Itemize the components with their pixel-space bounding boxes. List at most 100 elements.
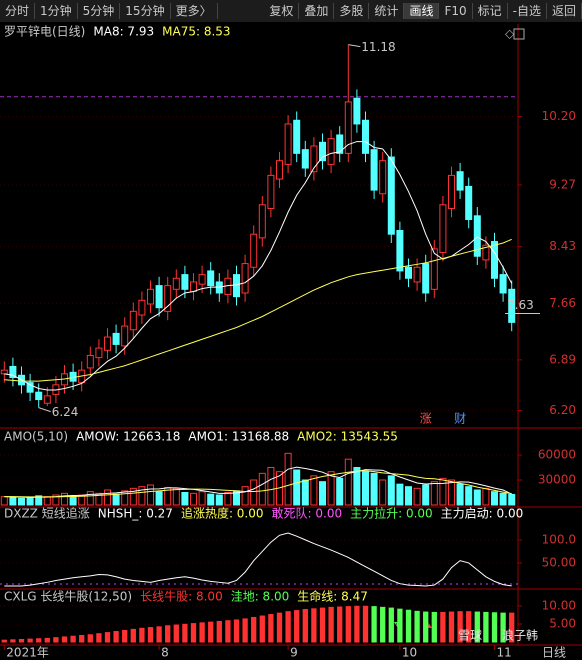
y-tick-label: 50.00 bbox=[542, 555, 576, 569]
toolbar-button[interactable]: 标记 bbox=[473, 3, 508, 19]
bar bbox=[52, 494, 60, 506]
bar bbox=[165, 625, 171, 643]
toolbar-button[interactable]: 更多〉 bbox=[171, 3, 218, 19]
bar bbox=[36, 638, 42, 643]
toolbar-button[interactable]: 1分钟 bbox=[35, 3, 78, 19]
candle-body bbox=[207, 270, 215, 287]
bar bbox=[86, 491, 94, 506]
bar bbox=[301, 479, 309, 506]
toolbar-button[interactable]: -自选 bbox=[508, 3, 547, 19]
bar bbox=[482, 487, 490, 506]
chart: ◇ 10.20 9.27 8.43 7.66 6.89 6.20 罗平锌电(日线) MA8: … bbox=[0, 22, 582, 660]
toolbar-button[interactable]: 复权 bbox=[264, 3, 300, 19]
candle-body bbox=[35, 391, 43, 401]
readout: 洼地: 8.00 bbox=[231, 590, 290, 604]
bar bbox=[404, 486, 413, 506]
candle-body bbox=[482, 244, 490, 261]
bar bbox=[490, 491, 499, 506]
y-tick-label: 9.27 bbox=[549, 177, 576, 191]
bar bbox=[61, 636, 68, 643]
bar bbox=[379, 479, 387, 506]
watermark: 浪子韩 bbox=[502, 628, 538, 643]
bar bbox=[53, 637, 59, 643]
bar bbox=[9, 497, 17, 506]
legend-entry: MA8: 7.93 bbox=[93, 25, 154, 39]
bar bbox=[216, 620, 222, 643]
candle-body bbox=[327, 138, 335, 165]
legend-entry: NHSH_: 0.27 bbox=[98, 507, 173, 521]
toolbar-button[interactable]: F10 bbox=[439, 3, 473, 19]
candle-body bbox=[370, 149, 378, 191]
bar bbox=[414, 610, 420, 643]
legend-entry: AMO1: 13168.88 bbox=[188, 430, 289, 444]
toolbar-button[interactable]: 分时 bbox=[0, 3, 36, 19]
readout: 敢死队: 0.00 bbox=[272, 506, 343, 521]
annotation: 6.24 bbox=[52, 405, 79, 419]
y-tick-label: 6.89 bbox=[549, 352, 576, 366]
line-series bbox=[4, 141, 513, 391]
bar bbox=[17, 497, 26, 506]
bar bbox=[456, 483, 464, 506]
toolbar-button[interactable]: 多股 bbox=[334, 3, 370, 19]
toolbar-button[interactable]: 统计 bbox=[369, 3, 405, 19]
event-marker: 涨 bbox=[420, 411, 432, 426]
line-series bbox=[4, 238, 512, 382]
event-marker: 财 bbox=[454, 412, 466, 426]
candle-body bbox=[103, 336, 112, 351]
period-label: 日线 bbox=[542, 646, 566, 660]
bar bbox=[250, 479, 258, 506]
candle-body bbox=[138, 299, 146, 316]
bar bbox=[466, 611, 472, 643]
bar bbox=[27, 638, 33, 643]
bar bbox=[26, 497, 34, 506]
bar bbox=[208, 621, 214, 643]
candle-body bbox=[43, 395, 51, 404]
toolbar-button[interactable]: 返回 bbox=[547, 3, 582, 19]
last-price-label: 7.63 bbox=[507, 298, 534, 312]
bar bbox=[294, 610, 300, 643]
y-tick-label: 10.20 bbox=[542, 109, 576, 123]
bar bbox=[79, 635, 85, 643]
candle-body bbox=[310, 145, 318, 173]
bar bbox=[199, 622, 205, 643]
bar bbox=[439, 477, 447, 506]
bar bbox=[344, 458, 352, 506]
annotation: 11.18 bbox=[361, 40, 395, 54]
bar bbox=[18, 638, 25, 643]
candle-body bbox=[181, 274, 189, 290]
bar bbox=[491, 612, 498, 643]
toolbar-button[interactable]: 5分钟 bbox=[78, 3, 121, 19]
icon-diamond[interactable]: ◇ bbox=[505, 27, 515, 41]
x-tick-label: 10 bbox=[402, 646, 417, 660]
bar bbox=[387, 475, 395, 506]
bar bbox=[423, 611, 429, 643]
line-series bbox=[4, 466, 512, 498]
toolbar-button[interactable]: 叠加 bbox=[299, 3, 335, 19]
bar bbox=[354, 605, 360, 643]
bar bbox=[172, 487, 180, 506]
icon-square[interactable] bbox=[513, 28, 525, 40]
candle-body bbox=[275, 160, 284, 180]
bar bbox=[69, 496, 77, 506]
bar bbox=[328, 606, 334, 643]
bar bbox=[430, 481, 438, 506]
bar bbox=[198, 491, 206, 506]
candle-body bbox=[284, 123, 292, 165]
candle-body bbox=[258, 204, 266, 239]
bar bbox=[156, 626, 162, 643]
bar bbox=[146, 484, 155, 506]
toolbar-button[interactable]: 画线 bbox=[404, 3, 440, 19]
bar bbox=[499, 492, 507, 506]
bar bbox=[473, 489, 481, 506]
bar bbox=[10, 639, 16, 643]
x-tick-label: 2021年 bbox=[6, 646, 49, 660]
bar bbox=[440, 611, 446, 643]
bar bbox=[318, 481, 327, 506]
candle-body bbox=[129, 310, 137, 331]
bar bbox=[276, 612, 283, 643]
candle-body bbox=[318, 141, 327, 162]
candle-body bbox=[155, 285, 163, 309]
bar bbox=[189, 492, 198, 506]
toolbar-button[interactable]: 15分钟 bbox=[120, 3, 171, 19]
